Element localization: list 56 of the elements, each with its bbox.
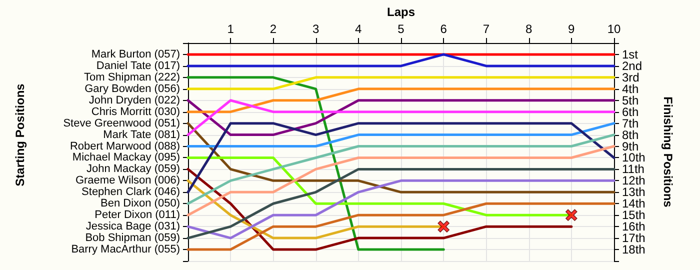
- y2-tick-label: 5th: [622, 93, 639, 108]
- x-tick-label: 10: [607, 22, 621, 36]
- category-label: Graeme Wilson (006): [75, 174, 180, 187]
- category-label: Steve Greenwood (051): [63, 117, 180, 130]
- y2-tick-label: 6th: [622, 104, 639, 119]
- category-label: Barry MacArthur (055): [71, 244, 180, 256]
- category-label: Mark Tate (081): [103, 128, 180, 141]
- y2-tick-label: 1st: [622, 47, 639, 62]
- line-series: [186, 122, 616, 194]
- line-series: [186, 134, 616, 205]
- y2-tick-label: 17th: [622, 231, 646, 246]
- line-series: [186, 168, 616, 240]
- y2-tick-label: 11th: [622, 162, 644, 176]
- category-label: Michael Mackay (095): [72, 152, 180, 164]
- category-label: John Dryden (022): [88, 94, 180, 106]
- line-series: [186, 202, 616, 251]
- line-series: [186, 145, 616, 216]
- category-label: Gary Bowden (056): [84, 82, 180, 95]
- text: Starting Positions: [13, 83, 27, 186]
- x-tick-label: 2: [270, 22, 277, 36]
- category-label: John Mackay (059): [86, 163, 180, 176]
- y2-tick-label: 8th: [622, 128, 639, 142]
- x-tick-label: 9: [568, 22, 576, 36]
- y2-tick-label: 3rd: [622, 70, 640, 84]
- x-tick-label: 4: [355, 22, 362, 36]
- category-label: Ben Dixon (050): [100, 198, 180, 210]
- x-axis-title: Laps: [386, 5, 416, 20]
- line-series: [186, 168, 573, 251]
- y2-tick-label: 15th: [622, 208, 646, 222]
- y2-tick-label: 12th: [622, 174, 646, 188]
- category-label: Tom Shipman (222): [84, 71, 180, 84]
- category-label: Jessica Bage (031): [86, 220, 180, 233]
- category-label: Robert Marwood (088): [70, 140, 180, 152]
- y2-tick-label: 18th: [622, 242, 646, 257]
- x-tick-label: 8: [525, 22, 532, 36]
- y2-tick-label: 16th: [622, 220, 646, 234]
- x-tick-label: 1: [227, 22, 234, 36]
- x-tick-label: 6: [440, 22, 448, 36]
- category-label: Chris Morritt (030): [91, 106, 180, 118]
- category-label: Bob Shipman (059): [85, 232, 180, 244]
- y2-tick-label: 2nd: [622, 58, 642, 73]
- category-label: Mark Burton (057): [91, 48, 180, 60]
- category-label: Peter Dixon (011): [94, 209, 180, 222]
- y2-axis-title: Finishing Positions: [661, 96, 675, 208]
- y2-tick-label: 9th: [622, 139, 639, 154]
- y2-tick-label: 14th: [622, 196, 646, 211]
- category-label: Daniel Tate (017): [96, 60, 180, 72]
- category-label: Stephen Clark (046): [82, 186, 180, 198]
- y2-tick-label: 4th: [622, 82, 639, 96]
- y2-tick-label: 10th: [622, 150, 646, 165]
- line-series: [186, 179, 616, 240]
- x-tick-label: 5: [398, 22, 405, 36]
- y2-tick-label: 7th: [622, 116, 639, 130]
- y2-tick-label: 13th: [622, 185, 646, 200]
- x-tick-label: 3: [312, 22, 320, 36]
- x-tick-label: 7: [482, 22, 490, 36]
